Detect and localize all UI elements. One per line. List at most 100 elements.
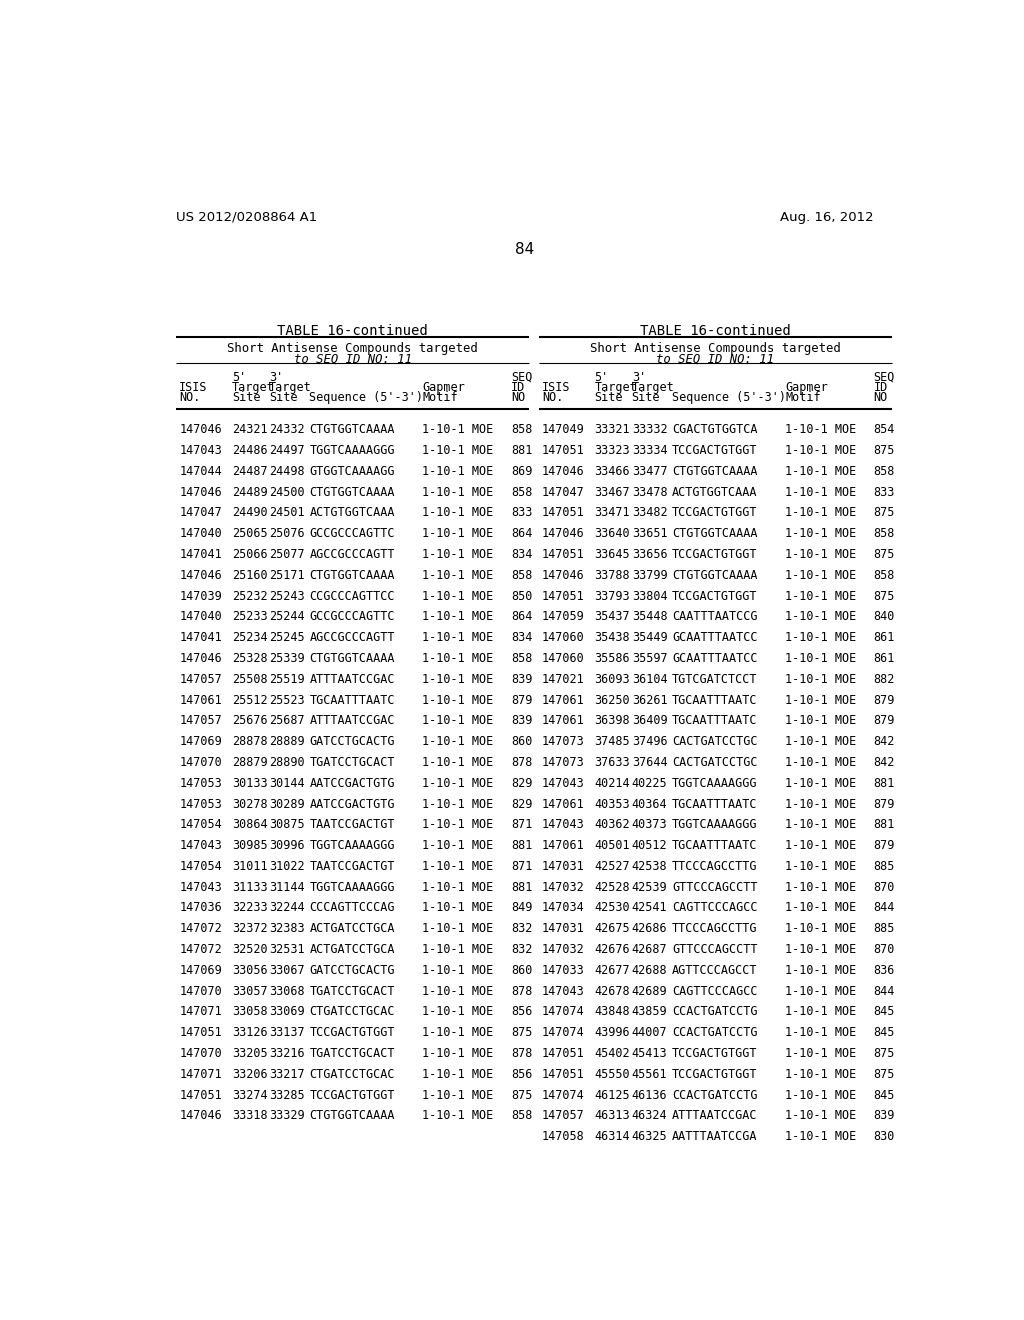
Text: AATCCGACTGTG: AATCCGACTGTG xyxy=(309,797,395,810)
Text: SEQ: SEQ xyxy=(511,371,532,384)
Text: TGGTCAAAAGGG: TGGTCAAAAGGG xyxy=(672,776,758,789)
Text: 5': 5' xyxy=(231,371,246,384)
Text: GTTCCCAGCCTT: GTTCCCAGCCTT xyxy=(672,942,758,956)
Text: 879: 879 xyxy=(873,840,895,853)
Text: 1-10-1 MOE: 1-10-1 MOE xyxy=(785,776,856,789)
Text: 30144: 30144 xyxy=(269,776,305,789)
Text: 25523: 25523 xyxy=(269,693,305,706)
Text: 32520: 32520 xyxy=(231,942,267,956)
Text: 147046: 147046 xyxy=(179,652,222,665)
Text: Aug. 16, 2012: Aug. 16, 2012 xyxy=(780,211,873,224)
Text: 147046: 147046 xyxy=(542,569,585,582)
Text: 147032: 147032 xyxy=(542,942,585,956)
Text: Short Antisense Compounds targeted: Short Antisense Compounds targeted xyxy=(590,342,841,355)
Text: 881: 881 xyxy=(873,776,895,789)
Text: 147051: 147051 xyxy=(179,1026,222,1039)
Text: 33323: 33323 xyxy=(595,444,630,457)
Text: 147072: 147072 xyxy=(179,923,222,936)
Text: 147069: 147069 xyxy=(179,735,222,748)
Text: 1-10-1 MOE: 1-10-1 MOE xyxy=(423,507,494,520)
Text: TCCGACTGTGGT: TCCGACTGTGGT xyxy=(672,1047,758,1060)
Text: 864: 864 xyxy=(511,610,532,623)
Text: 858: 858 xyxy=(873,465,895,478)
Text: 1-10-1 MOE: 1-10-1 MOE xyxy=(785,985,856,998)
Text: Gapmer: Gapmer xyxy=(785,381,828,393)
Text: 147049: 147049 xyxy=(542,424,585,437)
Text: 24500: 24500 xyxy=(269,486,305,499)
Text: 25676: 25676 xyxy=(231,714,267,727)
Text: 40362: 40362 xyxy=(595,818,630,832)
Text: TGTCGATCTCCT: TGTCGATCTCCT xyxy=(672,673,758,686)
Text: 147046: 147046 xyxy=(179,569,222,582)
Text: 1-10-1 MOE: 1-10-1 MOE xyxy=(785,942,856,956)
Text: 24487: 24487 xyxy=(231,465,267,478)
Text: CTGTGGTCAAAA: CTGTGGTCAAAA xyxy=(309,1109,395,1122)
Text: GCAATTTAATCC: GCAATTTAATCC xyxy=(672,631,758,644)
Text: 1-10-1 MOE: 1-10-1 MOE xyxy=(785,424,856,437)
Text: 1-10-1 MOE: 1-10-1 MOE xyxy=(785,756,856,770)
Text: CTGTGGTCAAAA: CTGTGGTCAAAA xyxy=(672,465,758,478)
Text: 147031: 147031 xyxy=(542,859,585,873)
Text: Target: Target xyxy=(595,381,637,393)
Text: 1-10-1 MOE: 1-10-1 MOE xyxy=(423,1006,494,1019)
Text: 147047: 147047 xyxy=(179,507,222,520)
Text: CTGTGGTCAAAA: CTGTGGTCAAAA xyxy=(672,527,758,540)
Text: 879: 879 xyxy=(873,797,895,810)
Text: 879: 879 xyxy=(873,693,895,706)
Text: 870: 870 xyxy=(873,942,895,956)
Text: 1-10-1 MOE: 1-10-1 MOE xyxy=(785,590,856,603)
Text: TGCAATTTAATC: TGCAATTTAATC xyxy=(672,714,758,727)
Text: 147046: 147046 xyxy=(179,424,222,437)
Text: TTCCCAGCCTTG: TTCCCAGCCTTG xyxy=(672,859,758,873)
Text: CTGATCCTGCAC: CTGATCCTGCAC xyxy=(309,1068,395,1081)
Text: TGCAATTTAATC: TGCAATTTAATC xyxy=(672,693,758,706)
Text: TCCGACTGTGGT: TCCGACTGTGGT xyxy=(672,548,758,561)
Text: 147054: 147054 xyxy=(179,818,222,832)
Text: CTGATCCTGCAC: CTGATCCTGCAC xyxy=(309,1006,395,1019)
Text: 32383: 32383 xyxy=(269,923,305,936)
Text: 24486: 24486 xyxy=(231,444,267,457)
Text: 1-10-1 MOE: 1-10-1 MOE xyxy=(785,964,856,977)
Text: 46125: 46125 xyxy=(595,1089,630,1102)
Text: 147070: 147070 xyxy=(179,1047,222,1060)
Text: ATTTAATCCGAC: ATTTAATCCGAC xyxy=(309,714,395,727)
Text: 43996: 43996 xyxy=(595,1026,630,1039)
Text: 32233: 32233 xyxy=(231,902,267,915)
Text: 836: 836 xyxy=(873,964,895,977)
Text: 147046: 147046 xyxy=(179,486,222,499)
Text: 147051: 147051 xyxy=(542,590,585,603)
Text: 25244: 25244 xyxy=(269,610,305,623)
Text: AATTTAATCCGA: AATTTAATCCGA xyxy=(672,1130,758,1143)
Text: CTGTGGTCAAAA: CTGTGGTCAAAA xyxy=(309,424,395,437)
Text: 147074: 147074 xyxy=(542,1006,585,1019)
Text: 147074: 147074 xyxy=(542,1089,585,1102)
Text: Site: Site xyxy=(231,391,260,404)
Text: 147060: 147060 xyxy=(542,652,585,665)
Text: Sequence (5'-3'): Sequence (5'-3') xyxy=(672,391,786,404)
Text: ATTTAATCCGAC: ATTTAATCCGAC xyxy=(672,1109,758,1122)
Text: 1-10-1 MOE: 1-10-1 MOE xyxy=(423,444,494,457)
Text: 43859: 43859 xyxy=(632,1006,668,1019)
Text: 31144: 31144 xyxy=(269,880,305,894)
Text: 33274: 33274 xyxy=(231,1089,267,1102)
Text: CTGTGGTCAAAA: CTGTGGTCAAAA xyxy=(672,569,758,582)
Text: 1-10-1 MOE: 1-10-1 MOE xyxy=(423,964,494,977)
Text: 36093: 36093 xyxy=(595,673,630,686)
Text: 33334: 33334 xyxy=(632,444,668,457)
Text: 147051: 147051 xyxy=(542,444,585,457)
Text: 1-10-1 MOE: 1-10-1 MOE xyxy=(423,465,494,478)
Text: ISIS: ISIS xyxy=(179,381,208,393)
Text: 25512: 25512 xyxy=(231,693,267,706)
Text: TAATCCGACTGT: TAATCCGACTGT xyxy=(309,859,395,873)
Text: 37485: 37485 xyxy=(595,735,630,748)
Text: 1-10-1 MOE: 1-10-1 MOE xyxy=(423,424,494,437)
Text: 147021: 147021 xyxy=(542,673,585,686)
Text: ACTGTGGTCAAA: ACTGTGGTCAAA xyxy=(672,486,758,499)
Text: 875: 875 xyxy=(511,1026,532,1039)
Text: 28878: 28878 xyxy=(231,735,267,748)
Text: 869: 869 xyxy=(511,465,532,478)
Text: AATCCGACTGTG: AATCCGACTGTG xyxy=(309,776,395,789)
Text: 147057: 147057 xyxy=(179,673,222,686)
Text: 829: 829 xyxy=(511,776,532,789)
Text: 885: 885 xyxy=(873,859,895,873)
